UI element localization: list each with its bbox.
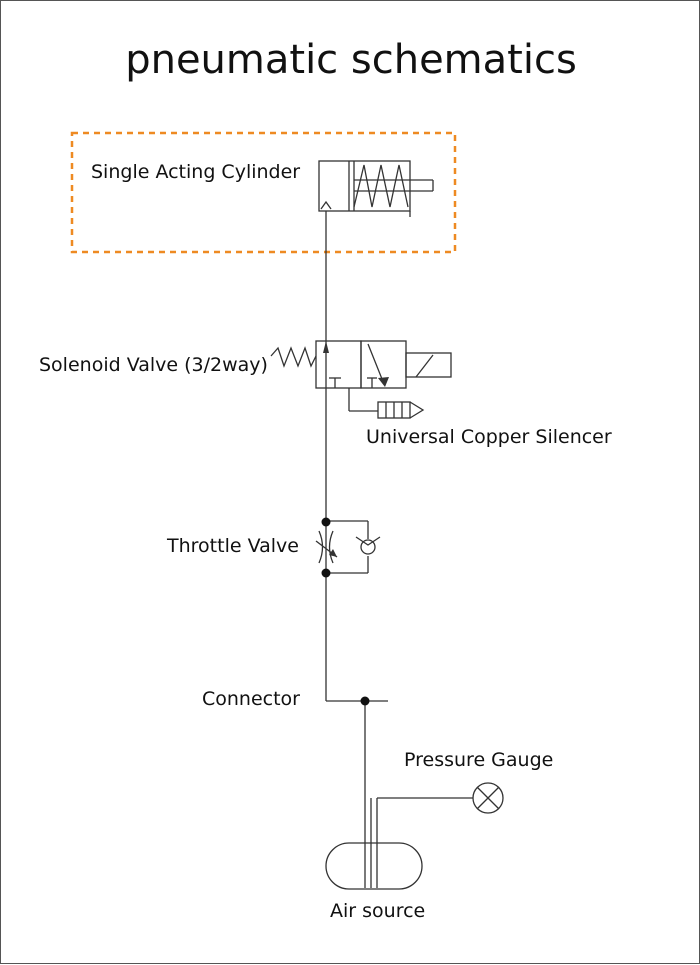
throttle-junction-bottom (321, 568, 331, 578)
valve-flow-arrow-diag (378, 377, 389, 387)
air-source-symbol (325, 761, 473, 890)
silencer-label: Universal Copper Silencer (366, 426, 612, 448)
valve-flow-arrow-up (323, 341, 329, 353)
throttle-adjust-arrow (329, 549, 337, 557)
pressure-gauge-label: Pressure Gauge (404, 749, 554, 771)
solenoid-valve-symbol (270, 340, 452, 419)
air-source-label: Air source (330, 900, 426, 922)
cylinder-label: Single Acting Cylinder (91, 161, 301, 183)
connector-symbol (326, 700, 388, 761)
single-acting-cylinder-symbol (318, 160, 434, 217)
throttle-junction-top (321, 517, 331, 527)
page-title: pneumatic schematics (125, 37, 577, 83)
cylinder-highlight-box (70, 131, 457, 254)
connector-label: Connector (202, 688, 300, 710)
pressure-gauge-symbol (472, 782, 504, 814)
connector-junction (360, 696, 370, 706)
solenoid-valve-label: Solenoid Valve (3/2way) (39, 354, 268, 376)
throttle-valve-symbol (315, 520, 381, 574)
throttle-valve-label: Throttle Valve (167, 535, 299, 557)
